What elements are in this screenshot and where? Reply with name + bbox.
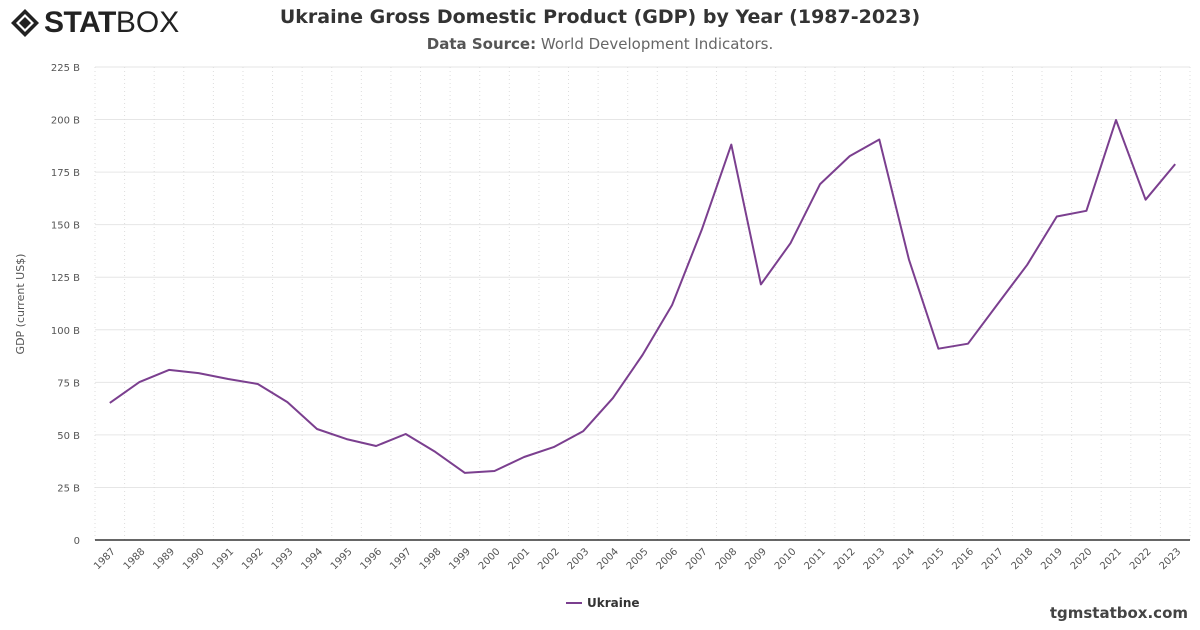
- y-tick-label: 75 B: [57, 378, 80, 389]
- data-point[interactable]: [666, 299, 678, 311]
- data-point[interactable]: [992, 298, 1004, 310]
- diamond-logo-icon: [11, 9, 39, 37]
- data-point[interactable]: [1021, 259, 1033, 271]
- data-point[interactable]: [962, 338, 974, 350]
- y-tick-label: 125 B: [51, 273, 80, 284]
- x-tick-label: 2010: [773, 546, 799, 572]
- data-point[interactable]: [489, 465, 501, 477]
- x-tick-label: 1991: [211, 546, 237, 572]
- data-point[interactable]: [696, 224, 708, 236]
- x-tick-label: 1990: [181, 546, 207, 572]
- y-tick-label: 200 B: [51, 116, 80, 127]
- data-point[interactable]: [1140, 194, 1152, 206]
- logo-text-bold: STAT: [44, 6, 116, 39]
- subtitle-label: Data Source:: [426, 35, 537, 53]
- x-tick-label: 1989: [151, 546, 177, 572]
- data-point[interactable]: [844, 150, 856, 162]
- data-point[interactable]: [637, 349, 649, 361]
- x-tick-label: 2022: [1128, 546, 1154, 572]
- x-tick-label: 1992: [240, 546, 266, 572]
- y-tick-label: 225 B: [51, 63, 80, 74]
- data-point[interactable]: [1080, 205, 1092, 217]
- x-tick-label: 2020: [1069, 546, 1095, 572]
- x-tick-label: 2013: [862, 546, 888, 572]
- y-tick-label: 0: [74, 536, 80, 547]
- x-tick-label: 2000: [477, 546, 503, 572]
- logo-text-thin: BOX: [115, 6, 180, 39]
- x-tick-label: 2011: [802, 546, 828, 572]
- data-point[interactable]: [518, 451, 530, 463]
- x-tick-label: 2019: [1039, 546, 1065, 572]
- credit-text: tgmstatbox.com: [1049, 604, 1188, 622]
- x-tick-label: 2003: [566, 546, 592, 572]
- x-tick-label: 2021: [1098, 546, 1124, 572]
- data-point[interactable]: [1110, 114, 1122, 126]
- x-tick-label: 2016: [950, 546, 976, 572]
- data-point[interactable]: [163, 364, 175, 376]
- x-tick-label: 1995: [329, 546, 355, 572]
- data-point[interactable]: [577, 425, 589, 437]
- y-tick-label: 150 B: [51, 221, 80, 232]
- y-axis-label: GDP (current US$): [14, 254, 27, 355]
- chart-title: Ukraine Gross Domestic Product (GDP) by …: [279, 6, 921, 28]
- data-point[interactable]: [252, 378, 264, 390]
- x-tick-label: 2014: [891, 546, 917, 572]
- data-point[interactable]: [1169, 158, 1181, 170]
- y-tick-label: 50 B: [57, 431, 80, 442]
- x-tick-label: 2005: [625, 546, 651, 572]
- x-tick-label: 2009: [743, 546, 769, 572]
- chart-subtitle: Data Source: World Development Indicator…: [0, 35, 1200, 53]
- x-tick-label: 2007: [684, 546, 710, 572]
- x-tick-label: 1996: [358, 546, 384, 572]
- x-tick-label: 2008: [714, 546, 740, 572]
- x-tick-label: 1988: [122, 546, 148, 572]
- data-point[interactable]: [459, 467, 471, 479]
- y-tick-label: 25 B: [57, 483, 80, 494]
- y-tick-label: 100 B: [51, 326, 80, 337]
- data-point[interactable]: [193, 367, 205, 379]
- subtitle-text: World Development Indicators.: [536, 35, 774, 53]
- data-point[interactable]: [104, 397, 116, 409]
- data-point[interactable]: [370, 440, 382, 452]
- series-line-ukraine: [109, 119, 1176, 474]
- data-point[interactable]: [133, 376, 145, 388]
- data-point[interactable]: [548, 441, 560, 453]
- statbox-logo: STAT BOX: [10, 6, 179, 40]
- data-point[interactable]: [311, 423, 323, 435]
- data-point[interactable]: [932, 343, 944, 355]
- x-tick-label: 1987: [92, 546, 118, 572]
- x-tick-label: 1999: [447, 546, 473, 572]
- data-point[interactable]: [814, 178, 826, 190]
- x-tick-label: 2023: [1158, 546, 1184, 572]
- x-tick-label: 2012: [832, 546, 858, 572]
- y-tick-label: 175 B: [51, 168, 80, 179]
- x-tick-label: 1998: [418, 546, 444, 572]
- data-point[interactable]: [222, 373, 234, 385]
- data-point[interactable]: [429, 446, 441, 458]
- data-point[interactable]: [725, 139, 737, 151]
- x-tick-label: 2006: [654, 546, 680, 572]
- data-point[interactable]: [784, 237, 796, 249]
- data-point[interactable]: [755, 278, 767, 290]
- x-tick-label: 2018: [1010, 546, 1036, 572]
- legend-label-ukraine[interactable]: Ukraine: [587, 596, 640, 610]
- x-tick-label: 2001: [506, 546, 532, 572]
- x-tick-label: 2004: [595, 546, 621, 572]
- x-tick-label: 2015: [921, 546, 947, 572]
- data-point[interactable]: [400, 428, 412, 440]
- legend[interactable]: Ukraine: [566, 596, 640, 610]
- data-point[interactable]: [607, 392, 619, 404]
- data-point[interactable]: [281, 396, 293, 408]
- x-tick-label: 2017: [980, 546, 1006, 572]
- x-tick-label: 1997: [388, 546, 414, 572]
- data-point[interactable]: [341, 433, 353, 445]
- x-tick-label: 1993: [270, 546, 296, 572]
- data-point[interactable]: [903, 253, 915, 265]
- x-tick-label: 1994: [299, 546, 325, 572]
- data-point[interactable]: [873, 134, 885, 146]
- data-point[interactable]: [1051, 210, 1063, 222]
- x-tick-label: 2002: [536, 546, 562, 572]
